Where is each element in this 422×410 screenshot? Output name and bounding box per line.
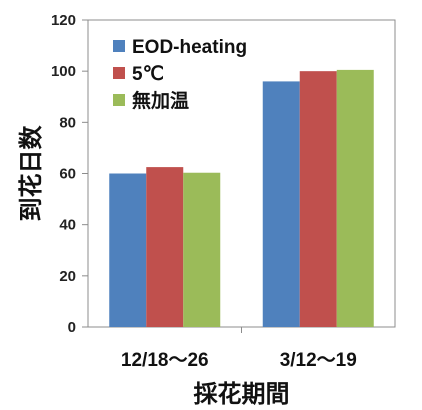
bar <box>299 71 337 328</box>
legend-entry-label: 無加温 <box>132 89 189 112</box>
y-tick-label: 120 <box>51 12 76 29</box>
axes: 0 20 40 60 80 100 120 12/18～26 3/12～19 <box>51 12 396 371</box>
y-tick-label: 20 <box>59 268 76 285</box>
legend: EOD-heating 5℃ 無加温 <box>113 37 247 112</box>
bar <box>336 69 374 327</box>
bar <box>109 173 147 327</box>
y-tick-label: 100 <box>51 63 76 80</box>
legend-swatch <box>113 40 125 52</box>
legend-swatch <box>113 94 125 106</box>
legend-swatch <box>113 67 125 79</box>
y-tick-label: 60 <box>59 166 76 183</box>
legend-entry-label: 5℃ <box>132 64 164 85</box>
y-tick-label: 80 <box>59 114 76 131</box>
bar <box>146 167 184 327</box>
y-tick-label: 40 <box>59 217 76 234</box>
x-category-label: 12/18～26 <box>121 350 209 371</box>
bars <box>109 69 374 328</box>
legend-entry-label: EOD-heating <box>132 37 247 58</box>
x-axis-title: 採花期間 <box>194 380 290 408</box>
bar <box>262 81 300 328</box>
y-tick-label: 0 <box>68 319 76 336</box>
bar <box>183 172 221 327</box>
x-category-label: 3/12～19 <box>280 350 357 371</box>
y-axis-title: 到花日数 <box>17 125 45 222</box>
